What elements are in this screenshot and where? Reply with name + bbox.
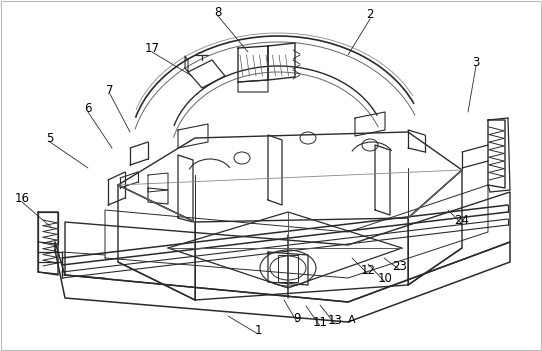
- Text: 9: 9: [293, 311, 301, 325]
- Text: 12: 12: [360, 264, 376, 277]
- Text: 7: 7: [106, 84, 114, 97]
- Text: 23: 23: [392, 259, 408, 272]
- Text: 10: 10: [378, 272, 392, 285]
- Text: 24: 24: [455, 213, 469, 226]
- Text: 2: 2: [366, 8, 374, 21]
- Text: 13: 13: [327, 313, 343, 326]
- Text: 16: 16: [15, 192, 29, 205]
- Text: 8: 8: [214, 6, 222, 19]
- Text: 5: 5: [46, 132, 54, 145]
- Text: 17: 17: [145, 41, 159, 54]
- Text: 11: 11: [313, 316, 327, 329]
- Text: A: A: [348, 315, 356, 325]
- Text: 3: 3: [472, 55, 480, 68]
- Text: 1: 1: [254, 324, 262, 337]
- Text: 6: 6: [84, 101, 92, 114]
